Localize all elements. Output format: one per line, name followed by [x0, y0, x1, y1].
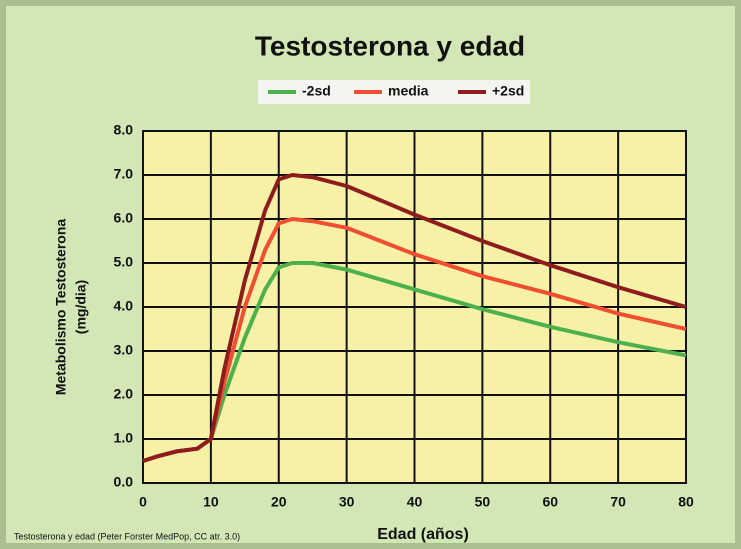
legend-label: -2sd — [302, 83, 331, 99]
legend-label: +2sd — [492, 83, 524, 99]
y-tick-label: 4.0 — [114, 298, 134, 314]
x-tick-label: 30 — [339, 494, 355, 510]
source-note: Testosterona y edad (Peter Forster MedPo… — [14, 531, 240, 541]
x-tick-label: 60 — [542, 494, 558, 510]
y-tick-label: 3.0 — [114, 342, 134, 358]
y-axis-label: (mg/dia) — [73, 280, 89, 334]
y-tick-label: 1.0 — [114, 430, 134, 446]
y-tick-label: 6.0 — [114, 210, 134, 226]
y-tick-label: 0.0 — [114, 474, 134, 490]
x-tick-label: 40 — [407, 494, 423, 510]
x-tick-label: 50 — [475, 494, 491, 510]
series-line — [142, 173, 687, 463]
y-axis-label: Metabolismo Testosterona — [53, 219, 69, 396]
x-tick-label: 10 — [203, 494, 219, 510]
x-tick-label: 80 — [678, 494, 694, 510]
y-tick-label: 5.0 — [114, 254, 134, 270]
x-tick-label: 20 — [271, 494, 287, 510]
y-tick-label: 7.0 — [114, 166, 134, 182]
y-tick-label: 2.0 — [114, 386, 134, 402]
y-tick-label: 8.0 — [114, 122, 134, 138]
chart-title: Testosterona y edad — [255, 30, 525, 61]
x-tick-label: 0 — [139, 494, 147, 510]
legend-label: media — [388, 83, 429, 99]
x-axis-label: Edad (años) — [377, 526, 469, 543]
x-tick-label: 70 — [610, 494, 626, 510]
